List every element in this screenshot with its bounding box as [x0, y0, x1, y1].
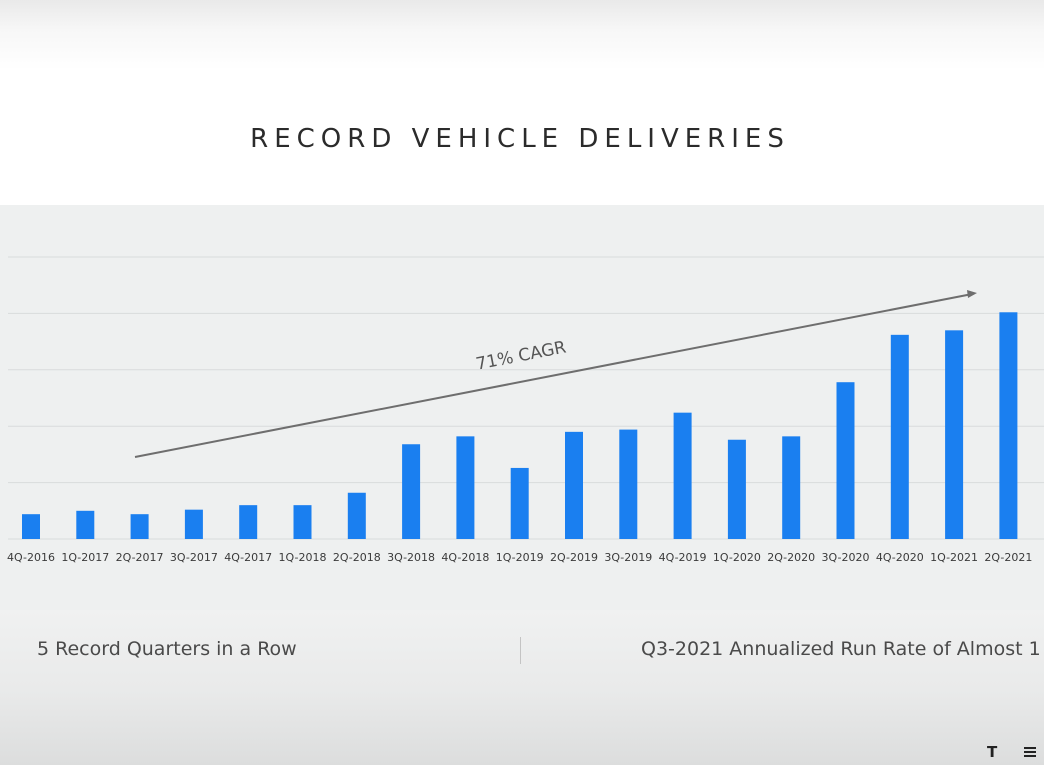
bar-1q-2017 [76, 510, 95, 539]
x-tick-label: 2Q-2020 [767, 551, 815, 564]
run-rate-stat: Q3-2021 Annualized Run Rate of Almost 1 … [641, 638, 1044, 660]
x-tick-label: 4Q-2018 [441, 551, 489, 564]
x-tick-label: 1Q-2017 [61, 551, 109, 564]
x-tick-label: 4Q-2020 [876, 551, 924, 564]
x-tick-label: 4Q-2019 [659, 551, 707, 564]
x-tick-label: 3Q-2019 [604, 551, 652, 564]
bar-2q-2019 [565, 431, 583, 539]
hamburger-menu-icon[interactable] [1024, 747, 1036, 758]
bar-4q-2020 [890, 334, 909, 539]
bar-1q-2019 [510, 467, 529, 539]
bar-4q-2017 [239, 505, 258, 539]
page-title: RECORD VEHICLE DELIVERIES [250, 124, 790, 154]
x-tick-label: 3Q-2020 [822, 551, 870, 564]
chart-panel [0, 205, 1044, 610]
bar-1q-2021 [945, 330, 964, 539]
record-quarters-stat: 5 Record Quarters in a Row [37, 638, 297, 660]
trend-arrow-head [967, 290, 977, 298]
footer-panel [0, 610, 1044, 765]
x-tick-label: 3Q-2017 [170, 551, 218, 564]
x-tick-label: 1Q-2018 [279, 551, 327, 564]
bar-chart: 4Q-2016 1Q-2017 2Q-2017 3Q-2017 4Q-2017 1Q-20… [7, 256, 1044, 564]
x-tick-label: 2Q-2017 [116, 551, 164, 564]
bar-2q-2018 [347, 492, 366, 539]
cagr-label: 71% CAGR [474, 338, 568, 375]
bars [22, 312, 1018, 539]
x-tick-label: 4Q-2017 [224, 551, 272, 564]
x-tick-label: 2Q-2018 [333, 551, 381, 564]
x-tick-label: 1Q-2020 [713, 551, 761, 564]
footer-divider [520, 637, 521, 664]
bar-2q-2020 [782, 436, 801, 539]
trend-arrow-line [134, 293, 970, 458]
bar-3q-2020 [836, 382, 855, 539]
x-tick-label: 4Q-2016 [7, 551, 55, 564]
x-tick-label: 1Q-2021 [930, 551, 978, 564]
tesla-logo[interactable]: T [987, 743, 998, 761]
x-tick-label: 3Q-2018 [387, 551, 435, 564]
x-tick-label: 1Q-2019 [496, 551, 544, 564]
x-tick-label: 2Q-2019 [550, 551, 598, 564]
bar-1q-2018 [293, 505, 312, 539]
bar-4q-2016 [22, 514, 40, 539]
x-tick-labels: 4Q-2016 1Q-2017 2Q-2017 3Q-2017 4Q-2017 1Q-20… [7, 551, 1032, 564]
bar-4q-2019 [673, 412, 692, 539]
bar-3q-2019 [619, 429, 638, 539]
bar-1q-2020 [727, 439, 746, 539]
bar-3q-2017 [184, 509, 203, 539]
bar-2q-2017 [130, 514, 149, 539]
x-tick-label: 2Q-2021 [984, 551, 1032, 564]
bar-4q-2018 [456, 436, 475, 539]
bar-3q-2018 [402, 444, 421, 539]
bar-2q-2021 [999, 312, 1018, 539]
